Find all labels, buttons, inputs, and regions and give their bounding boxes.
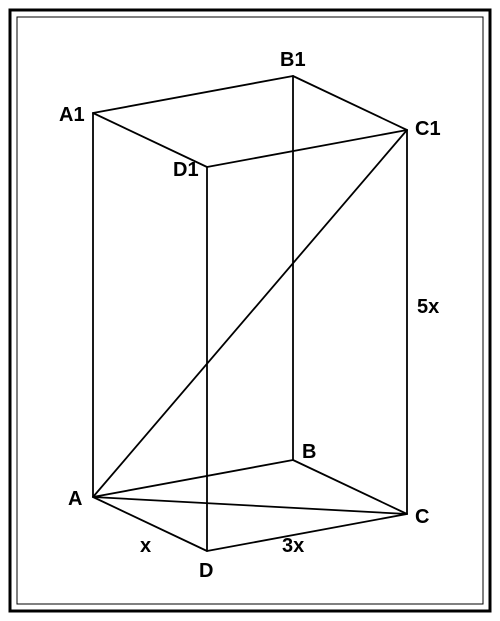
edge-A-C: [93, 497, 407, 514]
edge-A-C1: [93, 130, 407, 497]
label-D1: D1: [173, 159, 199, 182]
label-B: B: [302, 441, 316, 464]
edge-C1-D1: [207, 130, 407, 167]
label-B1: B1: [280, 49, 306, 72]
label-C1: C1: [415, 118, 441, 141]
edge-D-C: [207, 514, 407, 551]
label-e3x: 3x: [282, 535, 304, 558]
label-D: D: [199, 560, 213, 583]
edge-B-C: [293, 460, 407, 514]
label-A: A: [68, 488, 82, 511]
label-e5x: 5x: [417, 296, 439, 319]
edge-B1-C1: [293, 76, 407, 130]
edge-A-B: [93, 460, 293, 497]
label-A1: A1: [59, 104, 85, 127]
frame-rect: [17, 17, 483, 604]
edge-A1-B1: [93, 76, 293, 113]
label-C: C: [415, 506, 429, 529]
label-ex: x: [140, 535, 151, 558]
